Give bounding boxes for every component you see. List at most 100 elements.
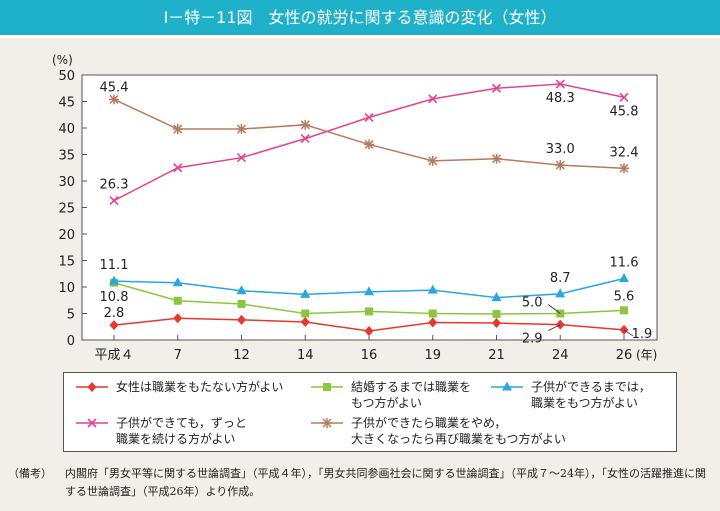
data-point [619,273,629,283]
data-label: 5.0 [522,296,543,311]
data-point [236,285,247,295]
leader-line [548,304,561,314]
data-point [491,83,502,93]
y-tick-label: 25 [58,202,75,217]
data-point [555,288,566,298]
legend-label: 女性は職業をもたない方がよい [116,380,284,394]
data-point [172,277,183,287]
data-point [173,296,182,305]
data-point [364,139,374,150]
data-point [109,320,119,331]
legend-marker [323,383,331,391]
y-tick-label: 0 [67,334,75,349]
data-point [109,94,119,105]
data-point [619,92,629,102]
data-label: 5.6 [614,289,635,304]
data-point [237,314,246,325]
data-point [364,112,374,122]
data-point [492,310,501,319]
note-text: 内閣府「男女平等に関する世論調査」（平成４年），「男女共同参画社会に関する世論調… [65,467,706,498]
legend-item-2: 子供ができるまでは， 職業をもつ方がよい [489,379,651,411]
legend-item-0: 女性は職業をもたない方がよい [74,379,283,395]
data-point [109,275,119,285]
data-point [619,163,629,174]
legend-label: もつ方がよい [351,396,422,410]
data-point [428,94,438,104]
data-label: 45.4 [100,80,129,95]
data-point [364,286,374,296]
data-point [427,284,438,294]
data-point [300,134,310,144]
data-point [492,318,501,329]
data-label: 33.0 [546,142,575,157]
legend-item-3: 子供ができても，ずっと 職業を続ける方がよい [74,415,247,447]
y-tick-label: 5 [67,308,75,323]
data-point [109,196,119,206]
data-point [236,153,247,163]
source-note: （備考） 内閣府「男女平等に関する世論調査」（平成４年），「男女共同参画社会に関… [8,465,713,501]
x-tick-label: 14 [297,348,314,363]
data-point [620,306,628,315]
note-label: （備考） [8,467,52,480]
x-tick-label: 24 [552,348,569,363]
plot-area [81,74,658,341]
data-label: 10.8 [100,290,129,305]
legend-marker [322,418,332,428]
data-label: 32.4 [610,145,639,160]
data-label: 11.6 [610,256,639,271]
legend-marker-x-icon [76,418,108,428]
series-2 [109,273,629,302]
data-point [491,153,502,164]
data-label: 2.8 [104,306,125,321]
data-point [300,288,311,298]
legend: 女性は職業をもたない方がよい 結婚するまでは職業を もつ方がよい 子供ができるまで… [63,372,677,452]
data-point [300,119,311,130]
data-point [427,155,438,166]
data-point [428,317,438,328]
x-tick-label: 12 [233,348,250,363]
x-tick-label: 平成４ [94,348,133,363]
legend-label: 子供ができたら職業をやめ， [351,416,507,430]
y-tick-label: 50 [58,69,75,84]
y-tick-label: 40 [58,122,75,137]
x-tick-label: 19 [424,348,441,363]
data-point [301,309,310,318]
leader-line [548,324,561,331]
data-point [428,309,437,318]
y-axis-unit: (%) [52,53,73,67]
x-axis-unit: (年) [636,348,657,362]
data-point [173,163,183,173]
legend-marker [502,381,512,391]
y-tick-label: 15 [58,255,75,270]
series-4 [109,94,629,174]
y-tick-label: 20 [58,228,75,243]
legend-label: 子供ができるまでは， [531,380,651,394]
legend-marker-triangle-icon [491,381,523,391]
series-3 [109,79,629,206]
legend-label: 大きくなったら再び職業をもつ方がよい [351,432,566,446]
chart-title: Ⅰ－特－11図 女性の就労に関する意識の変化（女性） [0,0,720,38]
data-point [172,124,183,135]
x-tick-label: 7 [174,348,182,363]
y-tick-label: 45 [58,96,75,111]
y-tick-label: 30 [58,175,75,190]
legend-marker-asterisk-icon [311,418,343,428]
legend-label: 結婚するまでは職業を [351,380,472,394]
legend-marker [87,382,97,392]
data-point [300,316,310,327]
line-chart: 0 5 10 15 20 25 30 35 40 45 50 (%) 平成４ 7 12 14 16 19 21 24 2… [52,53,658,363]
data-label: 26.3 [100,178,129,193]
data-point [173,313,183,324]
data-label: 1.9 [632,327,653,342]
data-label: 45.8 [610,104,639,119]
legend-marker-square-icon [311,383,343,391]
data-label: 8.7 [550,271,571,286]
data-point [555,79,565,89]
data-label: 11.1 [100,258,129,273]
data-point [555,160,566,171]
legend-label: 子供ができても，ずっと [116,416,247,430]
legend-label: 職業を続ける方がよい [116,432,236,446]
data-label: 48.3 [546,91,575,106]
x-tick-label: 26 [616,348,633,363]
data-point [237,299,246,308]
